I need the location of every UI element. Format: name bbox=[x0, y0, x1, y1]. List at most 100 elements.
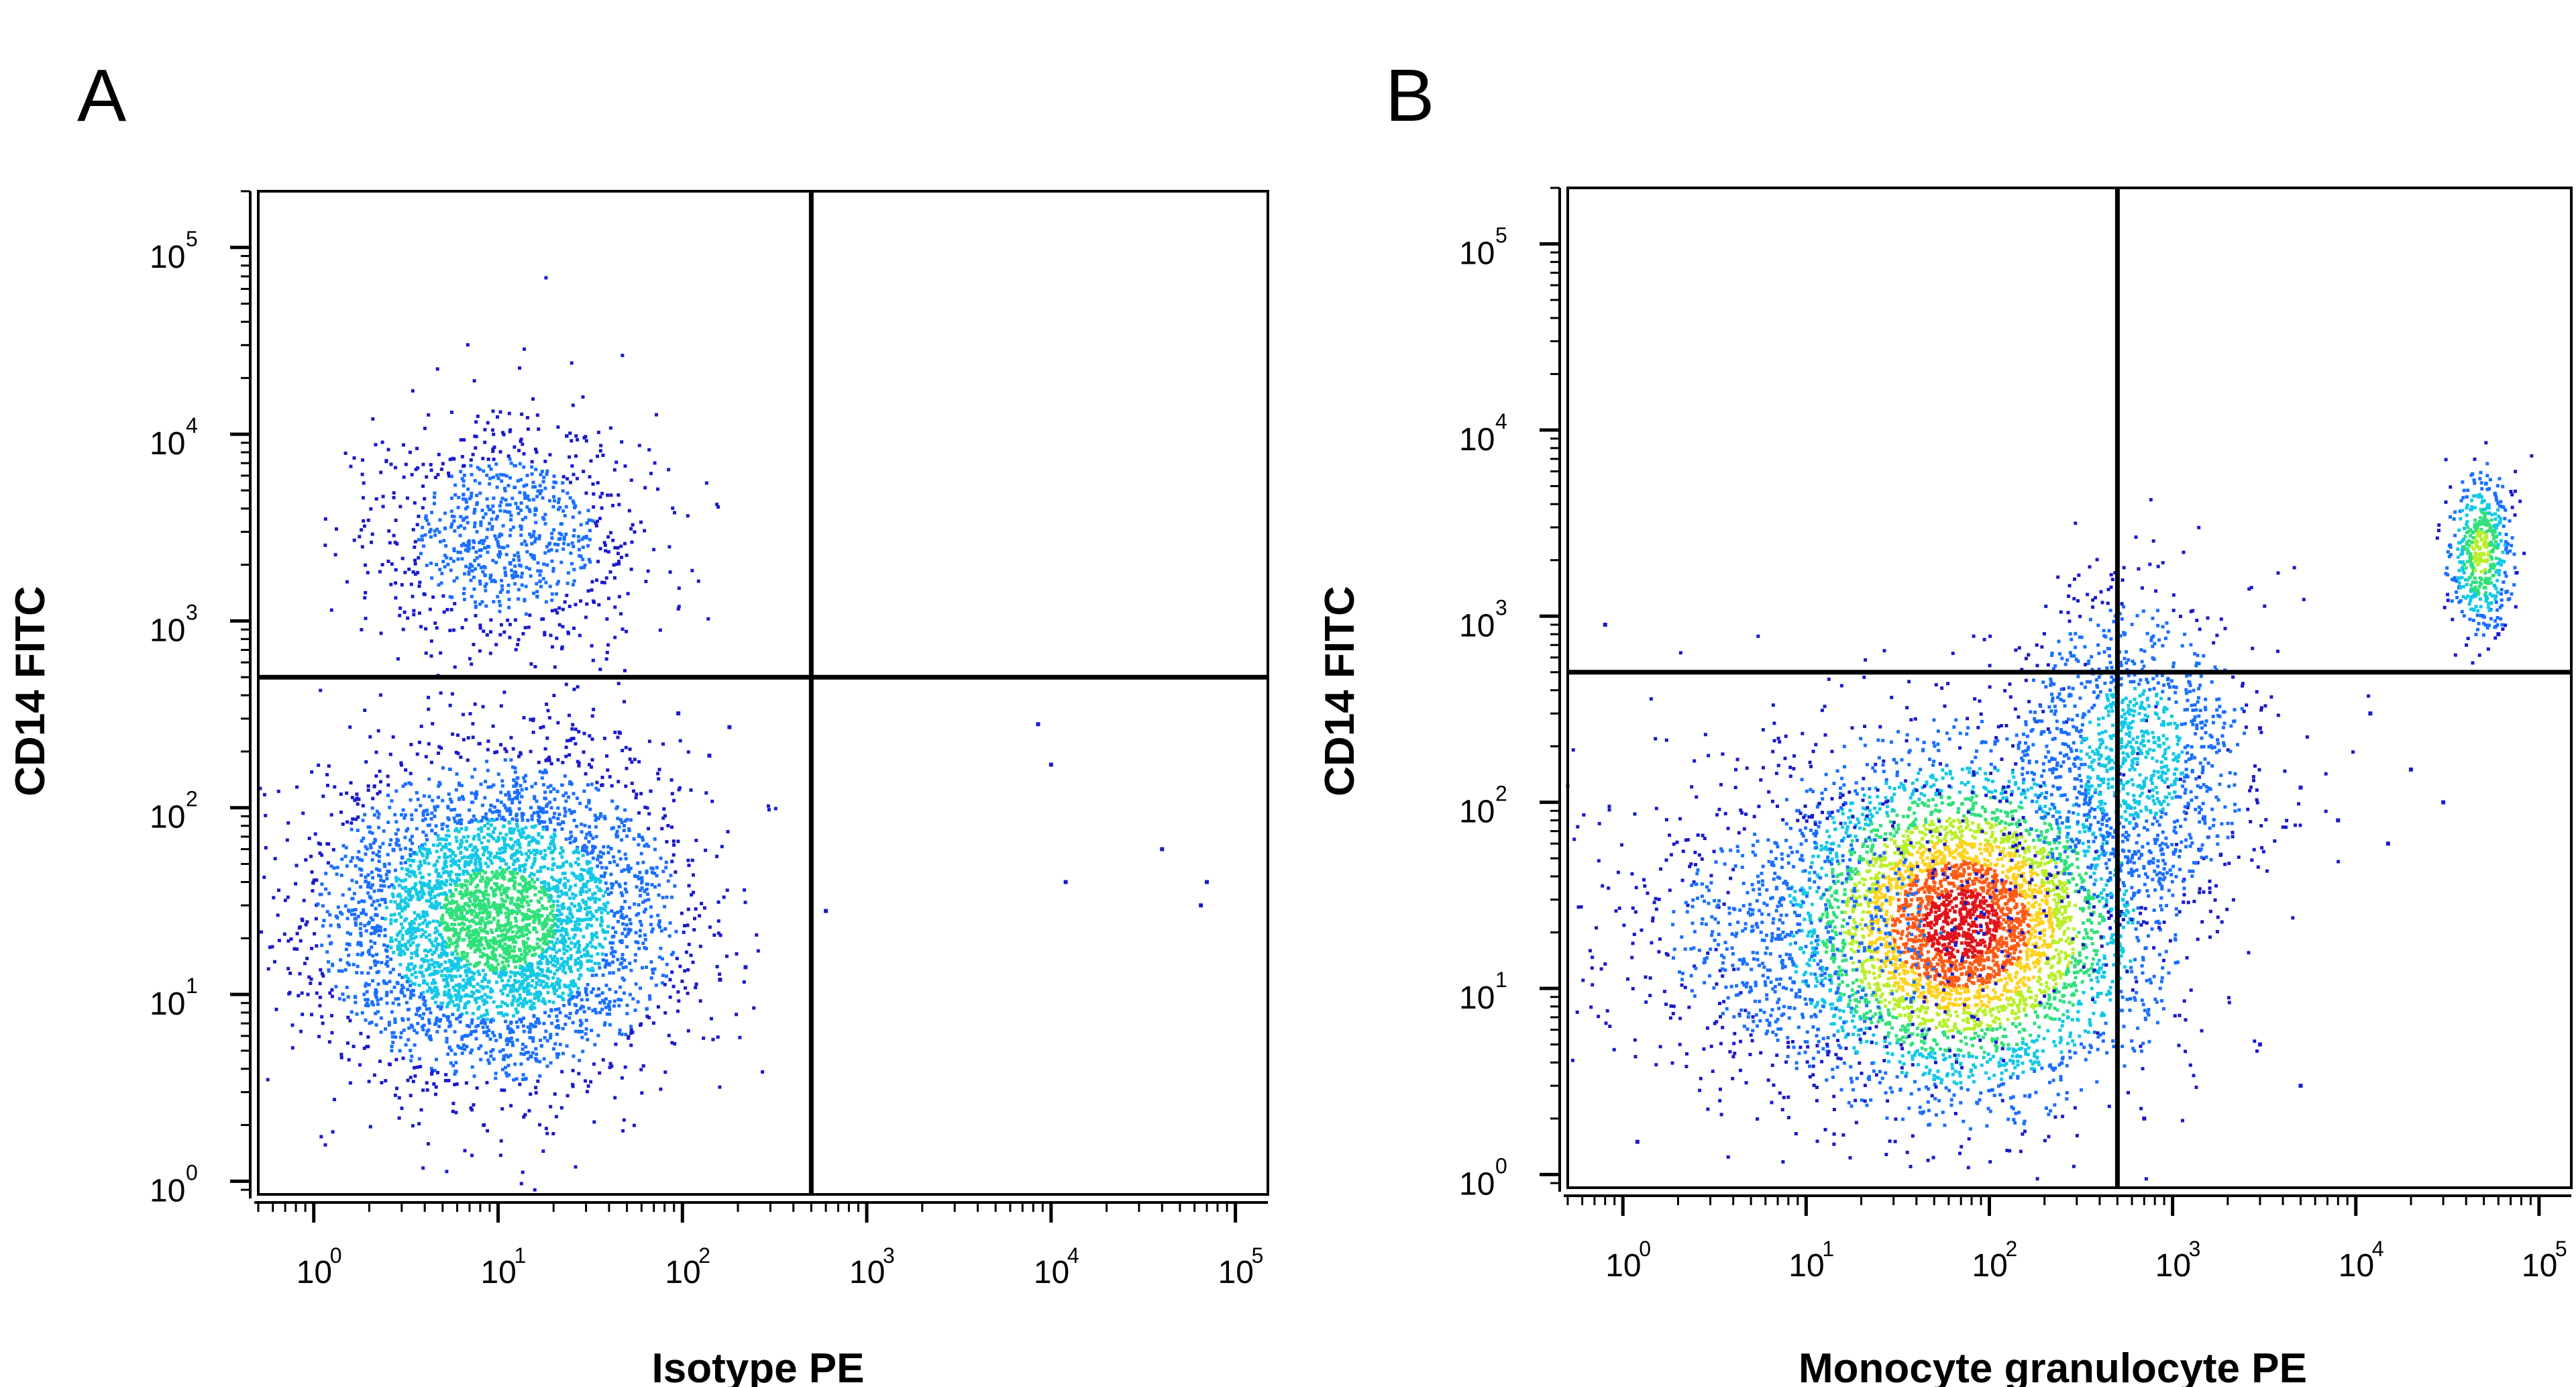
event-dot bbox=[649, 960, 653, 964]
event-dot bbox=[452, 816, 456, 820]
event-dot bbox=[572, 935, 576, 939]
event-dot bbox=[443, 927, 447, 931]
event-dot bbox=[451, 878, 454, 882]
event-dot bbox=[655, 413, 658, 417]
event-dot bbox=[586, 589, 590, 593]
event-dot bbox=[539, 980, 543, 983]
event-dot bbox=[390, 892, 394, 896]
event-dot bbox=[411, 941, 415, 945]
event-dot bbox=[470, 994, 474, 998]
event-dot bbox=[569, 830, 573, 834]
event-dot bbox=[441, 978, 445, 982]
event-dot bbox=[676, 1009, 680, 1013]
event-dot bbox=[643, 805, 647, 809]
event-dot bbox=[455, 952, 460, 956]
event-dot bbox=[511, 1040, 515, 1044]
event-dot bbox=[400, 933, 405, 937]
event-dot bbox=[582, 884, 586, 888]
event-dot bbox=[480, 980, 484, 983]
event-dot bbox=[398, 894, 402, 898]
event-dot bbox=[505, 1004, 509, 1008]
event-dot bbox=[503, 966, 507, 970]
event-dot bbox=[412, 859, 415, 862]
event-dot bbox=[462, 1043, 466, 1047]
event-dot bbox=[398, 903, 402, 907]
event-dot bbox=[451, 927, 455, 931]
event-dot bbox=[619, 939, 622, 943]
event-dot bbox=[495, 485, 499, 489]
event-dot bbox=[435, 860, 439, 864]
event-dot bbox=[518, 984, 522, 988]
event-dot bbox=[433, 969, 437, 973]
event-dot bbox=[513, 464, 517, 468]
event-dot bbox=[400, 855, 405, 859]
event-dot bbox=[421, 933, 425, 937]
event-dot bbox=[476, 912, 480, 916]
event-dot bbox=[580, 868, 584, 872]
event-dot bbox=[564, 931, 568, 935]
event-dot bbox=[397, 1003, 400, 1007]
event-dot bbox=[527, 1030, 531, 1034]
event-dot bbox=[576, 685, 580, 689]
event-dot bbox=[513, 770, 517, 774]
event-dot bbox=[543, 881, 547, 885]
event-dot bbox=[424, 755, 428, 759]
event-dot bbox=[451, 1101, 455, 1105]
event-dot bbox=[634, 931, 638, 935]
event-dot bbox=[541, 783, 545, 786]
event-dot bbox=[496, 835, 500, 839]
event-dot bbox=[378, 845, 382, 849]
event-dot bbox=[564, 971, 568, 975]
event-dot bbox=[579, 966, 583, 970]
event-dot bbox=[479, 520, 483, 524]
event-dot bbox=[552, 985, 556, 989]
event-dot bbox=[479, 907, 483, 911]
event-dot bbox=[555, 890, 559, 894]
event-dot bbox=[624, 857, 628, 861]
event-dot bbox=[578, 511, 582, 515]
event-dot bbox=[500, 897, 504, 901]
event-dot bbox=[553, 828, 557, 832]
event-dot bbox=[376, 1003, 380, 1007]
event-dot bbox=[557, 917, 561, 921]
event-dot bbox=[525, 974, 529, 978]
event-dot bbox=[273, 960, 276, 964]
event-dot bbox=[444, 870, 448, 874]
event-dot bbox=[444, 1073, 448, 1077]
event-dot bbox=[565, 593, 569, 597]
event-dot bbox=[455, 996, 459, 1000]
event-dot bbox=[529, 872, 533, 876]
event-dot bbox=[466, 736, 470, 740]
event-dot bbox=[429, 535, 433, 539]
event-dot bbox=[722, 895, 726, 899]
event-dot bbox=[543, 893, 547, 896]
event-dot bbox=[383, 898, 387, 901]
event-dot bbox=[484, 925, 487, 929]
event-dot bbox=[568, 937, 572, 941]
event-dot bbox=[405, 829, 409, 833]
event-dot bbox=[513, 852, 517, 856]
event-dot bbox=[411, 389, 415, 393]
event-dot bbox=[457, 935, 460, 939]
event-dot bbox=[389, 939, 393, 943]
event-dot bbox=[524, 1051, 528, 1055]
event-dot bbox=[489, 1018, 493, 1022]
event-dot bbox=[341, 992, 345, 996]
event-dot bbox=[464, 970, 468, 974]
event-dot bbox=[692, 928, 696, 932]
event-dot bbox=[628, 906, 631, 910]
event-dot bbox=[629, 922, 633, 925]
event-dot bbox=[611, 941, 615, 945]
event-dot bbox=[364, 1003, 368, 1007]
event-dot bbox=[549, 820, 553, 824]
event-dot bbox=[386, 448, 390, 452]
event-dot bbox=[378, 769, 382, 773]
event-dot bbox=[537, 921, 541, 925]
event-dot bbox=[610, 882, 614, 886]
event-dot bbox=[384, 962, 388, 966]
event-dot bbox=[517, 791, 521, 795]
event-dot bbox=[479, 866, 483, 870]
event-dot bbox=[400, 922, 403, 926]
event-dot bbox=[521, 1024, 525, 1028]
event-dot bbox=[477, 990, 481, 993]
